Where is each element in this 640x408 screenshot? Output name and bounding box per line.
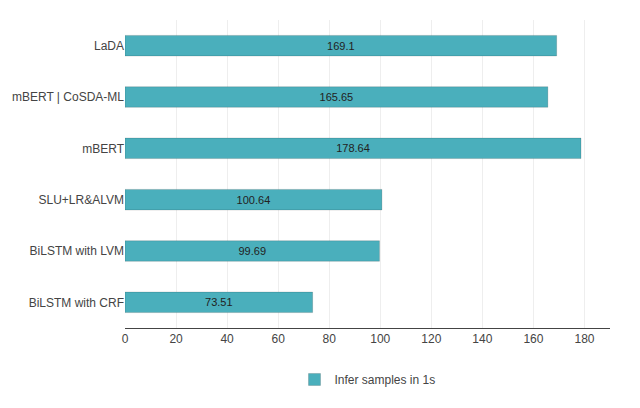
svg-text:40: 40 [220,332,234,346]
svg-text:120: 120 [421,332,441,346]
svg-text:73.51: 73.51 [205,296,233,308]
svg-text:100.64: 100.64 [237,194,271,206]
svg-text:SLU+LR&ALVM: SLU+LR&ALVM [39,193,124,207]
svg-text:100: 100 [370,332,390,346]
svg-text:mBERT | CoSDA-ML: mBERT | CoSDA-ML [12,90,124,104]
svg-text:99.69: 99.69 [238,245,266,257]
svg-text:Infer samples in 1s: Infer samples in 1s [335,373,436,387]
svg-text:BiLSTM with LVM: BiLSTM with LVM [30,244,124,258]
svg-text:20: 20 [169,332,183,346]
svg-text:180: 180 [574,332,594,346]
svg-text:mBERT: mBERT [82,142,124,156]
svg-text:80: 80 [323,332,337,346]
svg-text:LaDA: LaDA [94,39,124,53]
svg-text:60: 60 [271,332,285,346]
svg-text:BiLSTM with CRF: BiLSTM with CRF [29,296,124,310]
svg-text:140: 140 [472,332,492,346]
svg-text:165.65: 165.65 [320,91,354,103]
svg-text:0: 0 [122,332,129,346]
svg-text:160: 160 [523,332,543,346]
svg-text:169.1: 169.1 [327,40,355,52]
svg-text:178.64: 178.64 [336,142,370,154]
